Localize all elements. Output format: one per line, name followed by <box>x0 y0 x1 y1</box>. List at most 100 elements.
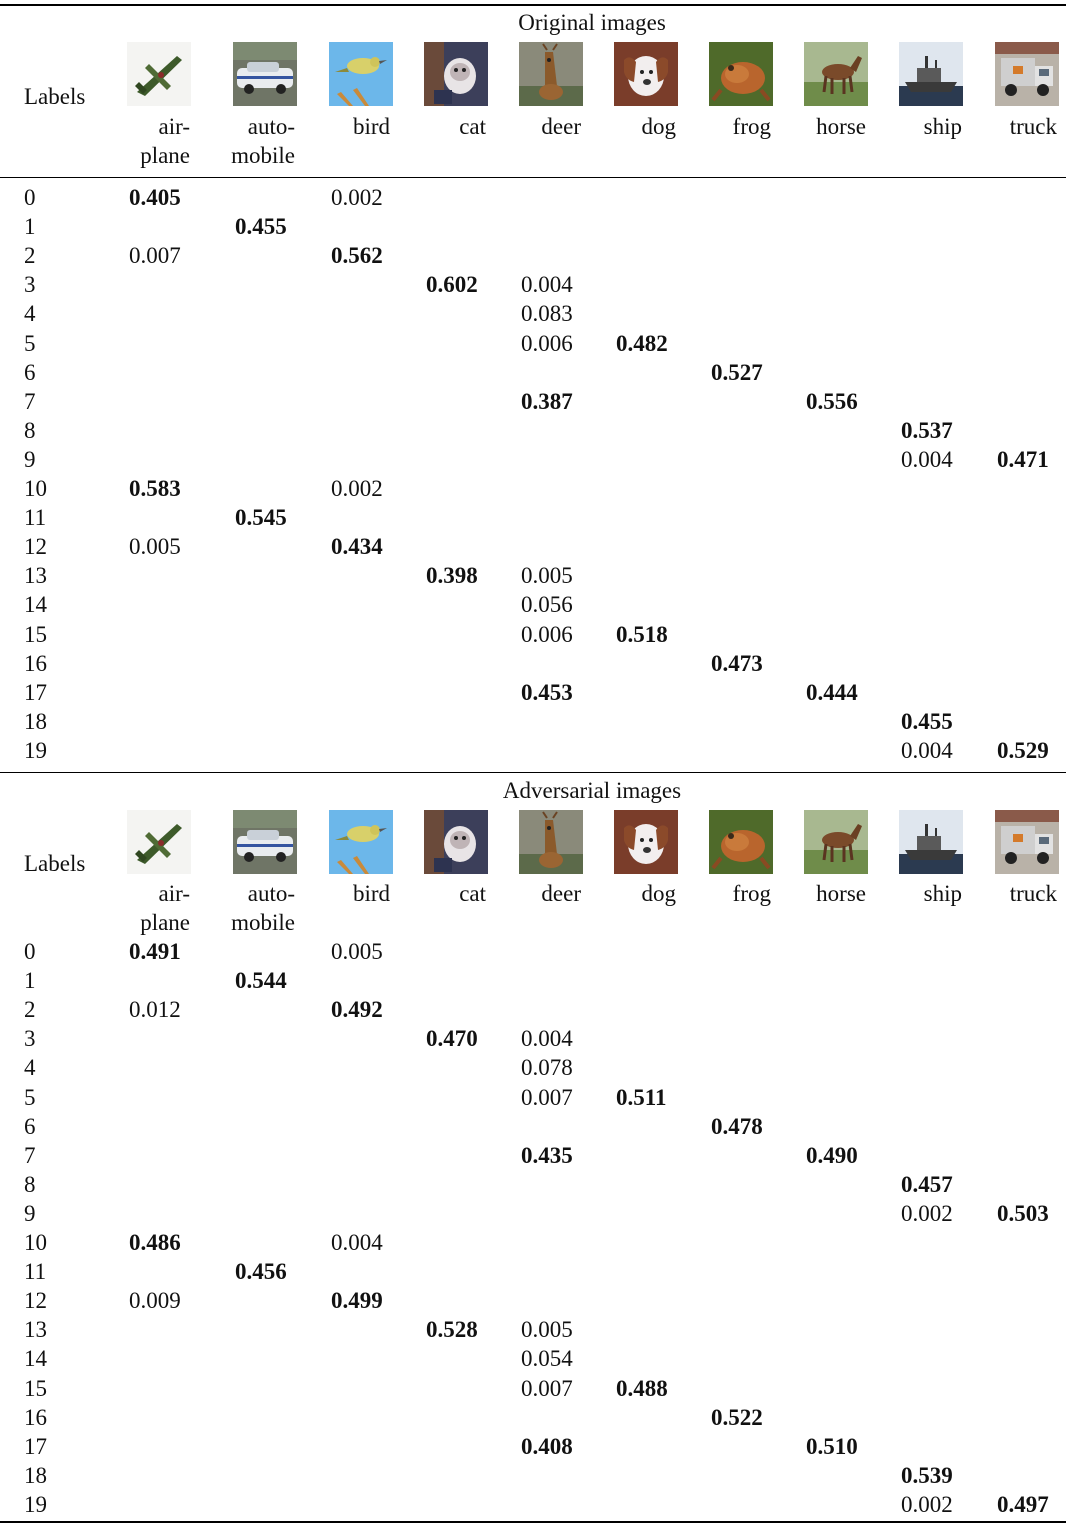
table-row-label: 6 <box>24 359 36 385</box>
table-cell-deer: 0.004 <box>521 1026 573 1052</box>
table-cell-ship: 0.002 <box>901 1200 953 1226</box>
table-row-label: 7 <box>24 388 36 414</box>
table-row-label: 6 <box>24 1113 36 1139</box>
table-cell-deer: 0.006 <box>521 621 573 647</box>
table-cell-dog: 0.511 <box>616 1084 667 1110</box>
table-row-label: 19 <box>24 737 47 763</box>
table-cell-airplane: 0.583 <box>129 476 181 501</box>
ship-image-icon <box>899 42 963 106</box>
table-cell-deer: 0.005 <box>521 563 573 589</box>
labels-header: Labels <box>24 851 86 876</box>
table-cell-ship: 0.455 <box>901 708 953 734</box>
table-row-label: 16 <box>24 1404 47 1430</box>
airplane-image-icon <box>127 42 191 106</box>
table-cell-bird: 0.562 <box>331 243 383 269</box>
table-cell-automobile: 0.545 <box>235 505 287 531</box>
table-row-label: 15 <box>24 621 47 647</box>
table-row-label: 3 <box>24 272 36 298</box>
table-cell-bird: 0.492 <box>331 997 383 1023</box>
table-cell-horse: 0.444 <box>806 679 858 705</box>
table-cell-deer: 0.005 <box>521 1317 573 1343</box>
table-cell-frog: 0.527 <box>711 359 763 385</box>
table-cell-deer: 0.387 <box>521 388 573 414</box>
dog-image-icon <box>614 810 678 874</box>
table-row-label: 10 <box>24 1230 47 1255</box>
cat-image-icon <box>424 42 488 106</box>
table-row-label: 3 <box>24 1026 36 1052</box>
table-cell-deer: 0.054 <box>521 1346 573 1372</box>
table-cell-deer: 0.078 <box>521 1055 573 1081</box>
table-cell-bird: 0.005 <box>331 939 383 964</box>
table-cell-truck: 0.529 <box>997 737 1049 763</box>
table-row-label: 2 <box>24 243 36 269</box>
table-row-label: 4 <box>24 1055 36 1081</box>
table-cell-horse: 0.490 <box>806 1142 858 1168</box>
table-cell-truck: 0.497 <box>997 1491 1049 1517</box>
class-name-cat: cat <box>459 114 486 139</box>
class-name-ship: ship <box>923 881 962 906</box>
class-name-cat: cat <box>459 881 486 906</box>
section-title-text: Adversarial images <box>502 778 682 803</box>
table-cell-cat: 0.602 <box>426 272 478 298</box>
table-cell-deer: 0.056 <box>521 592 573 618</box>
frog-image-icon <box>709 810 773 874</box>
table-row-label: 11 <box>24 505 47 531</box>
table-row-label: 11 <box>24 1259 47 1285</box>
table-cell-frog: 0.478 <box>711 1113 763 1139</box>
table-cell-ship: 0.457 <box>901 1171 953 1197</box>
table-cell-cat: 0.470 <box>426 1026 478 1052</box>
class-name-truck: truck <box>1009 114 1057 139</box>
table-row-label: 0 <box>24 939 36 964</box>
table-cell-airplane: 0.012 <box>129 997 181 1023</box>
table-cell-bird: 0.004 <box>331 1230 383 1255</box>
class-name-airplane: air- <box>158 881 190 906</box>
table-cell-deer: 0.004 <box>521 272 573 298</box>
table-row-label: 10 <box>24 476 47 501</box>
table-row-label: 14 <box>24 592 47 618</box>
table-row-label: 0 <box>24 185 36 210</box>
table-row-label: 1 <box>24 214 36 240</box>
bird-image-icon <box>329 42 393 106</box>
class-name-horse: horse <box>816 881 866 906</box>
automobile-image-icon <box>233 42 297 106</box>
table-cell-truck: 0.471 <box>997 446 1049 472</box>
horse-image-icon <box>804 42 868 106</box>
table-cell-automobile: 0.456 <box>235 1259 287 1285</box>
bottom-rule <box>0 1521 1066 1523</box>
table-cell-airplane: 0.405 <box>129 185 181 210</box>
table-cell-deer: 0.006 <box>521 330 573 356</box>
table-cell-truck: 0.503 <box>997 1200 1049 1226</box>
class-name-ship: ship <box>923 114 962 139</box>
class-name-horse: horse <box>816 114 866 139</box>
table-row-label: 4 <box>24 301 36 327</box>
table-row-label: 1 <box>24 968 36 994</box>
table-cell-airplane: 0.009 <box>129 1288 181 1314</box>
class-name-bird: bird <box>352 881 390 906</box>
table-cell-ship: 0.004 <box>901 737 953 763</box>
table-cell-deer: 0.083 <box>521 301 573 327</box>
automobile-image-icon <box>233 810 297 874</box>
header-rule-original <box>0 177 1066 178</box>
table-cell-deer: 0.007 <box>521 1084 573 1110</box>
table-row-label: 18 <box>24 708 47 734</box>
table-row-label: 16 <box>24 650 47 676</box>
deer-image-icon <box>519 42 583 106</box>
ship-image-icon <box>899 810 963 874</box>
section-title-text: Original images <box>518 10 666 35</box>
table-cell-deer: 0.007 <box>521 1375 573 1401</box>
section-divider-rule <box>0 772 1066 773</box>
bird-image-icon <box>329 810 393 874</box>
table-cell-dog: 0.488 <box>616 1375 668 1401</box>
table-cell-airplane: 0.007 <box>129 243 181 269</box>
table-cell-ship: 0.004 <box>901 446 953 472</box>
table-cell-deer: 0.435 <box>521 1142 573 1168</box>
class-name-bird: bird <box>352 114 390 139</box>
class-name-deer: deer <box>541 114 581 139</box>
top-rule <box>0 4 1066 6</box>
table-cell-airplane: 0.491 <box>129 939 181 964</box>
class-name-frog: frog <box>732 114 771 139</box>
class-name-automobile: auto- <box>247 881 295 906</box>
horse-image-icon <box>804 810 868 874</box>
truck-image-icon <box>995 42 1059 106</box>
table-cell-bird: 0.002 <box>331 476 383 501</box>
